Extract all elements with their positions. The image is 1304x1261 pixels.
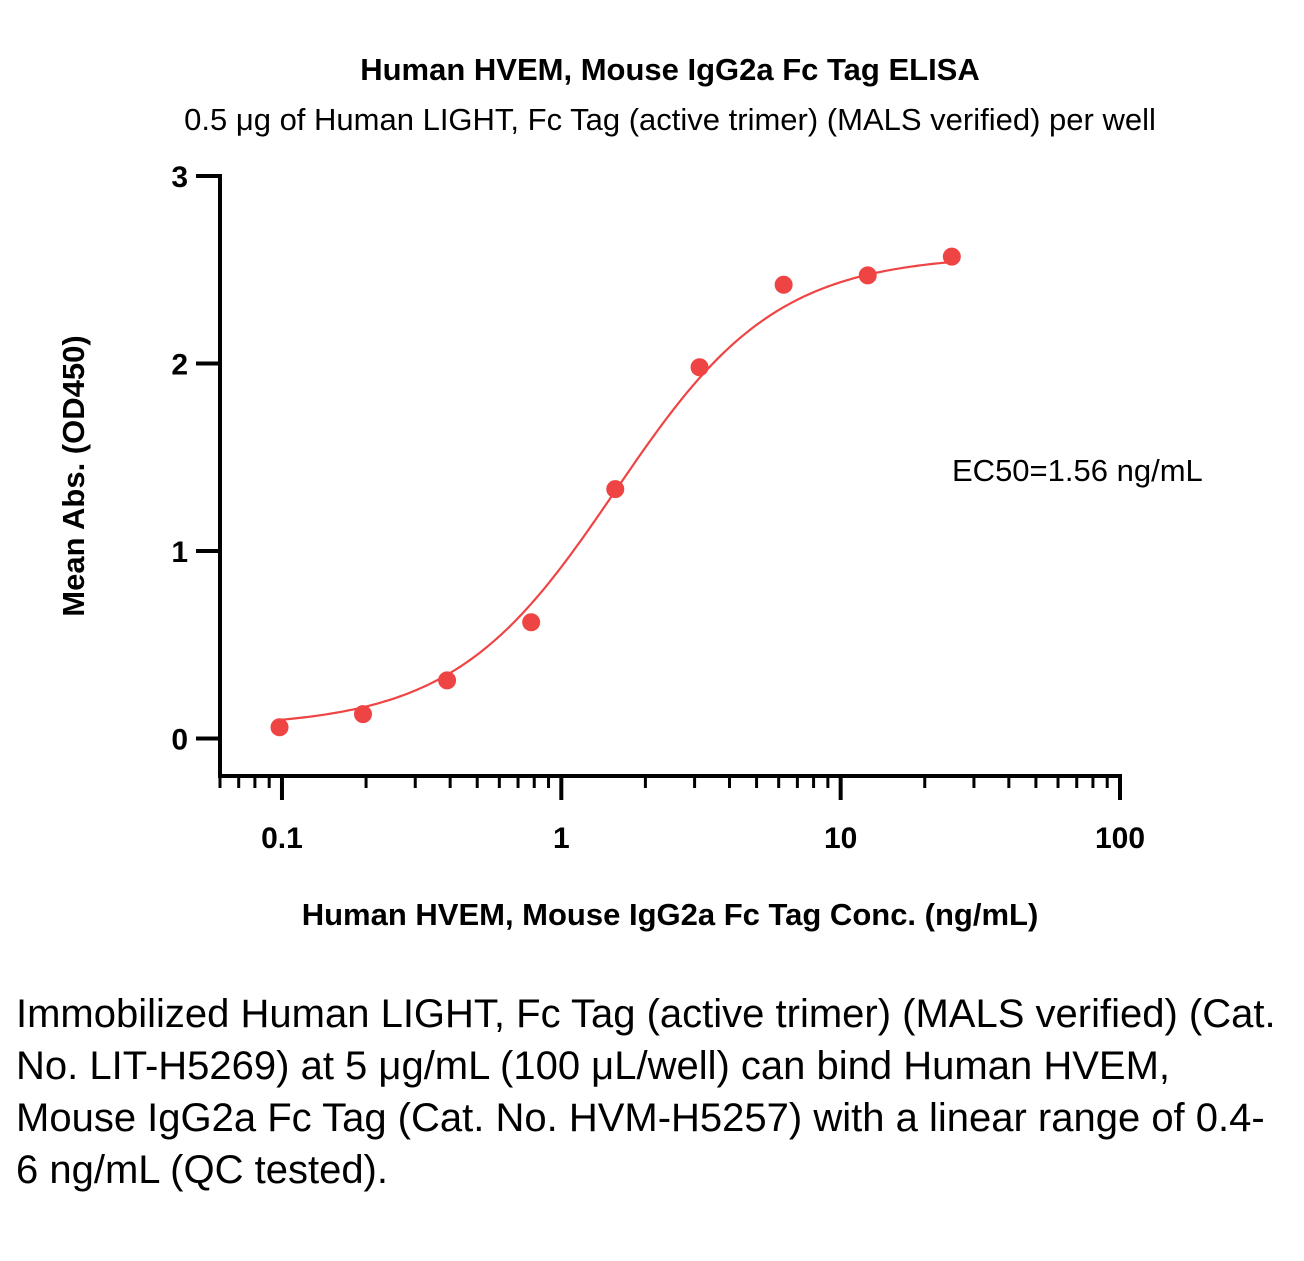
x-tick-label: 1 [553,822,570,855]
y-tick-label: 2 [171,349,188,382]
data-point [774,275,793,294]
x-tick-label: 0.1 [261,822,303,855]
data-point [353,705,372,724]
data-point [522,613,541,632]
data-point [690,358,709,377]
x-axis-label: Human HVEM, Mouse IgG2a Fc Tag Conc. (ng… [302,897,1039,932]
elisa-chart: Human HVEM, Mouse IgG2a Fc Tag ELISA 0.5… [56,52,1203,932]
axes [218,174,1122,778]
y-tick-label: 1 [171,536,188,569]
data-points [270,247,961,737]
figure-caption: Immobilized Human LIGHT, Fc Tag (active … [16,992,1276,1192]
data-point [858,266,877,285]
y-tick-label: 0 [171,724,188,757]
chart-subtitle: 0.5 μg of Human LIGHT, Fc Tag (active tr… [184,102,1156,137]
data-point [270,718,289,737]
y-axis-label: Mean Abs. (OD450) [56,335,91,616]
data-point [942,247,961,266]
chart-title: Human HVEM, Mouse IgG2a Fc Tag ELISA [360,52,980,87]
x-tick-label: 100 [1095,822,1145,855]
data-point [606,480,625,499]
ec50-annotation: EC50=1.56 ng/mL [952,453,1203,488]
x-axis-ticks: 0.1 1 10 100 [218,776,1145,855]
y-tick-label: 3 [171,161,188,194]
data-point [438,671,457,690]
x-tick-label: 10 [824,822,857,855]
y-axis-ticks: 0 1 2 3 [171,161,220,757]
